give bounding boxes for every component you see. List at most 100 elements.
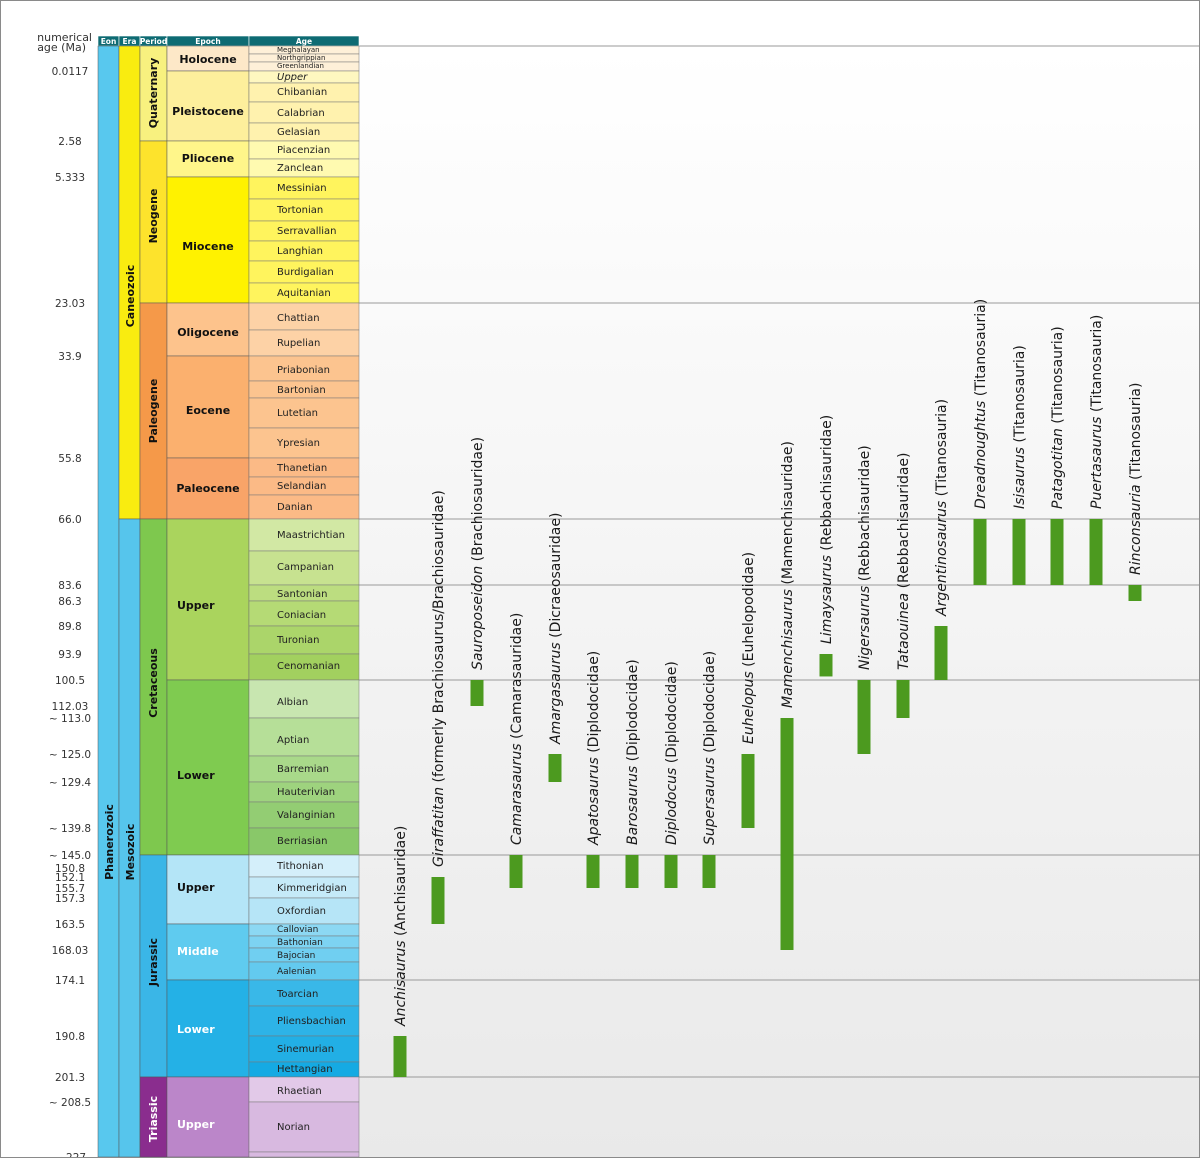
age-label-piacenzian: Piacenzian [277, 145, 330, 156]
age-label-norian: Norian [277, 1122, 310, 1133]
period-label-jurassic: Jurassic [147, 938, 160, 987]
label-anchisaurus: Anchisaurus (Anchisauridae) [393, 826, 409, 1027]
label-clade-supersaurus: (Diplodocidae) [702, 651, 718, 753]
age-cell-priabonian [248, 355, 360, 382]
label-clade-tataouinea: (Rebbachisauridae) [896, 453, 912, 589]
label-mamenchisaurus: Mamenchisaurus (Mamenchisauridae) [780, 441, 796, 708]
epoch-cell-paleocene [166, 457, 250, 520]
age-label-pliensbachian: Pliensbachian [277, 1016, 346, 1027]
label-patagotitan: Patagotitan (Titanosauria) [1050, 326, 1066, 509]
epoch-cell-eocene [166, 355, 250, 459]
label-genus-anchisaurus: Anchisaurus [393, 936, 409, 1027]
tick-label: 155.7 [55, 883, 85, 895]
label-genus-amargasaurus: Amargasaurus [548, 638, 564, 745]
epoch-cell-upper [166, 1076, 250, 1158]
label-clade-mamenchisaurus: (Mamenchisauridae) [780, 441, 796, 585]
age-label-ypresian: Ypresian [276, 438, 320, 449]
label-genus-apatosaurus: Apatosaurus [586, 753, 602, 846]
age-label-priabonian: Priabonian [277, 365, 330, 376]
label-rinconsauria: Rinconsauria (Titanosauria) [1128, 383, 1144, 575]
label-barosaurus: Barosaurus (Diplodocidae) [625, 659, 641, 845]
epoch-cell-holocene [166, 45, 250, 72]
tick-label: 5.333 [55, 172, 85, 184]
period-label-cretaceous: Cretaceous [147, 648, 160, 718]
age-cell-chattian [248, 302, 360, 331]
age-cell-barremian [248, 755, 360, 783]
plot-panel [359, 46, 1199, 1157]
label-genus-diplodocus: Diplodocus [664, 763, 680, 845]
bar-mamenchisaurus [780, 718, 794, 950]
epoch-label-oligocene: Oligocene [177, 326, 239, 339]
tick-label: 163.5 [55, 919, 85, 931]
age-label-oxfordian: Oxfordian [277, 906, 326, 917]
age-cell-albian [248, 679, 360, 719]
tick-label: ~ 145.0 [49, 850, 91, 862]
label-tataouinea: Tataouinea (Rebbachisauridae) [896, 453, 912, 671]
label-clade-argentinosaurus: (Titanosauria) [934, 399, 950, 496]
tick-label: 112.03 [52, 701, 89, 713]
label-genus-euhelopus: Euhelopus [741, 667, 757, 744]
age-label-aquitanian: Aquitanian [277, 288, 331, 299]
label-apatosaurus: Apatosaurus (Diplodocidae) [586, 651, 602, 846]
label-genus-patagotitan: Patagotitan [1050, 424, 1066, 509]
label-euhelopus: Euhelopus (Euhelopodidae) [741, 552, 757, 744]
bar-diplodocus [664, 855, 678, 888]
epoch-label-upper: Upper [177, 1118, 215, 1131]
label-clade-barosaurus: (Diplodocidae) [625, 659, 641, 761]
label-genus-tataouinea: Tataouinea [896, 588, 912, 670]
header-eon: Eon [101, 37, 117, 46]
age-cell-sinemurian [248, 1035, 360, 1063]
epoch-label-upper: Upper [177, 881, 215, 894]
age-label-northgrippian: Northgrippian [277, 54, 325, 62]
label-genus-barosaurus: Barosaurus [625, 761, 641, 845]
age-label-maastrichtian: Maastrichtian [277, 530, 345, 541]
label-clade-diplodocus: (Diplodocidae) [664, 661, 680, 763]
period-cell-neogene [139, 140, 168, 304]
tick-label: 168.03 [52, 945, 89, 957]
age-label-kimmeridgian: Kimmeridgian [277, 883, 347, 894]
tick-label: 201.3 [55, 1072, 85, 1084]
epoch-label-middle: Middle [177, 945, 219, 958]
label-genus-camarasaurus: Camarasaurus [509, 739, 525, 845]
tick-label: 152.1 [55, 872, 85, 884]
age-label-thanetian: Thanetian [276, 463, 327, 474]
header-epoch: Epoch [195, 37, 220, 46]
age-label-langhian: Langhian [277, 246, 323, 257]
age-label-valanginian: Valanginian [277, 810, 335, 821]
age-label-turonian: Turonian [276, 635, 320, 646]
age-label-coniacian: Coniacian [277, 610, 326, 621]
label-clade-patagotitan: (Titanosauria) [1050, 326, 1066, 423]
label-clade-euhelopus: (Euhelopodidae) [741, 552, 757, 667]
age-label-serravallian: Serravallian [277, 226, 337, 237]
tick-label: 89.8 [58, 621, 81, 633]
tick-label: ~ 139.8 [49, 823, 91, 835]
header-era: Era [123, 37, 137, 46]
tick-label: ~ 129.4 [49, 777, 92, 789]
age-label-chattian: Chattian [277, 313, 320, 324]
label-genus-isisaurus: Isisaurus [1012, 443, 1028, 509]
bar-puertasaurus [1089, 519, 1103, 585]
age-label-bajocian: Bajocian [277, 951, 315, 961]
epoch-cell-lower [166, 679, 250, 856]
eon-cell-phanerozoic [97, 45, 120, 1158]
period-cell-cretaceous [139, 518, 168, 856]
bar-euhelopus [741, 754, 755, 828]
label-puertasaurus: Puertasaurus (Titanosauria) [1089, 315, 1105, 509]
bar-tataouinea [896, 680, 910, 718]
label-clade-dreadnoughtus: (Titanosauria) [973, 299, 989, 396]
age-cell-coniacian [248, 600, 360, 627]
age-label-rhaetian: Rhaetian [277, 1086, 322, 1097]
period-label-quaternary: Quaternary [147, 58, 160, 129]
age-label-burdigalian: Burdigalian [277, 267, 334, 278]
age-cell-maastrichtian [248, 518, 360, 552]
bar-barosaurus [625, 855, 639, 888]
epoch-label-pleistocene: Pleistocene [172, 105, 244, 118]
age-cell-continuation [248, 1151, 360, 1158]
bar-amargasaurus [548, 754, 562, 782]
period-label-paleogene: Paleogene [147, 379, 160, 444]
label-sauroposeidon: Sauroposeidon (Brachiosauridae) [470, 437, 486, 670]
tick-label: ~ 125.0 [49, 749, 91, 761]
label-supersaurus: Supersaurus (Diplodocidae) [702, 651, 718, 845]
